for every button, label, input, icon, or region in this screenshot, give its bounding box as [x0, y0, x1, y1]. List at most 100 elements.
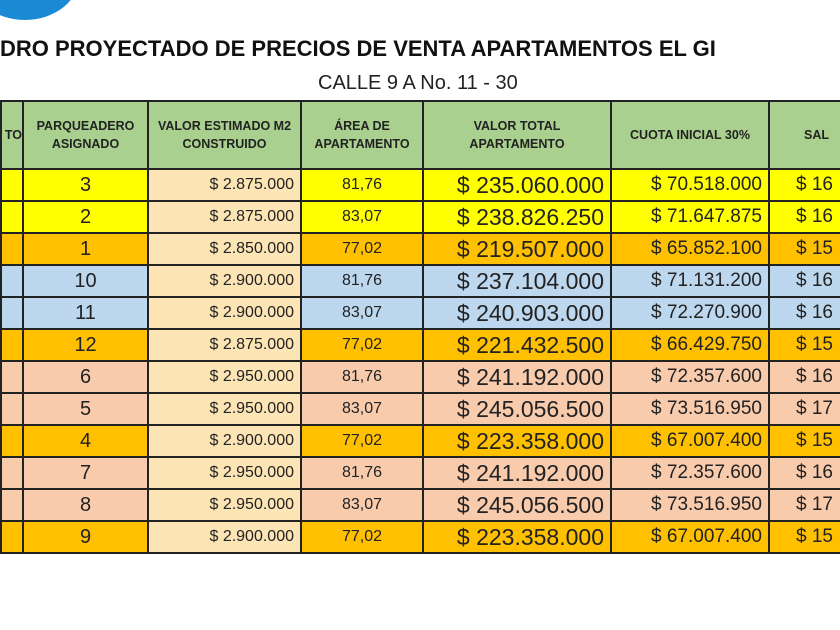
balance-cell: $ 17	[768, 392, 840, 426]
down-payment-cell: $ 73.516.950	[610, 392, 770, 426]
table-row: 1 $ 2.850.000 77,02 $ 219.507.000 $ 65.852.1…	[0, 232, 840, 266]
total-value-cell: $ 245.056.500	[422, 488, 612, 522]
price-table: TO PARQUEADERO ASIGNADO VALOR ESTIMADO M…	[0, 100, 840, 554]
parking-cell: 3	[22, 168, 149, 202]
m2-value-cell: $ 2.950.000	[147, 392, 302, 426]
area-cell: 77,02	[300, 232, 424, 266]
m2-value-cell: $ 2.875.000	[147, 168, 302, 202]
parking-cell: 8	[22, 488, 149, 522]
area-cell: 77,02	[300, 328, 424, 362]
down-payment-cell: $ 71.131.200	[610, 264, 770, 298]
total-value-cell: $ 235.060.000	[422, 168, 612, 202]
m2-value-cell: $ 2.900.000	[147, 424, 302, 458]
area-cell: 83,07	[300, 488, 424, 522]
apartment-cell	[0, 360, 24, 394]
m2-value-cell: $ 2.950.000	[147, 360, 302, 394]
table-row: 4 $ 2.900.000 77,02 $ 223.358.000 $ 67.007.4…	[0, 424, 840, 458]
balance-cell: $ 16	[768, 360, 840, 394]
area-cell: 77,02	[300, 424, 424, 458]
m2-value-cell: $ 2.900.000	[147, 520, 302, 554]
address-subtitle: CALLE 9 A No. 11 - 30	[318, 72, 518, 94]
parking-cell: 9	[22, 520, 149, 554]
header-down-payment: CUOTA INICIAL 30%	[610, 100, 770, 170]
down-payment-cell: $ 65.852.100	[610, 232, 770, 266]
total-value-cell: $ 238.826.250	[422, 200, 612, 234]
total-value-cell: $ 219.507.000	[422, 232, 612, 266]
balance-cell: $ 16	[768, 456, 840, 490]
total-value-cell: $ 223.358.000	[422, 520, 612, 554]
down-payment-cell: $ 72.270.900	[610, 296, 770, 330]
parking-cell: 6	[22, 360, 149, 394]
down-payment-cell: $ 67.007.400	[610, 520, 770, 554]
table-row: 7 $ 2.950.000 81,76 $ 241.192.000 $ 72.357.6…	[0, 456, 840, 490]
area-cell: 83,07	[300, 200, 424, 234]
balance-cell: $ 16	[768, 264, 840, 298]
m2-value-cell: $ 2.875.000	[147, 328, 302, 362]
down-payment-cell: $ 67.007.400	[610, 424, 770, 458]
m2-value-cell: $ 2.850.000	[147, 232, 302, 266]
apartment-cell	[0, 424, 24, 458]
header-parking: PARQUEADERO ASIGNADO	[22, 100, 149, 170]
parking-cell: 10	[22, 264, 149, 298]
down-payment-cell: $ 72.357.600	[610, 360, 770, 394]
m2-value-cell: $ 2.950.000	[147, 488, 302, 522]
table-row: 11 $ 2.900.000 83,07 $ 240.903.000 $ 72.270.…	[0, 296, 840, 330]
m2-value-cell: $ 2.875.000	[147, 200, 302, 234]
balance-cell: $ 16	[768, 200, 840, 234]
total-value-cell: $ 223.358.000	[422, 424, 612, 458]
balance-cell: $ 15	[768, 520, 840, 554]
apartment-cell	[0, 392, 24, 426]
total-value-cell: $ 240.903.000	[422, 296, 612, 330]
area-cell: 81,76	[300, 168, 424, 202]
area-cell: 81,76	[300, 264, 424, 298]
total-value-cell: $ 221.432.500	[422, 328, 612, 362]
page-title: DRO PROYECTADO DE PRECIOS DE VENTA APART…	[0, 36, 716, 61]
apartment-cell	[0, 232, 24, 266]
total-value-cell: $ 245.056.500	[422, 392, 612, 426]
apartment-cell	[0, 456, 24, 490]
parking-cell: 7	[22, 456, 149, 490]
table-row: 10 $ 2.900.000 81,76 $ 237.104.000 $ 71.131.…	[0, 264, 840, 298]
table-row: 5 $ 2.950.000 83,07 $ 245.056.500 $ 73.516.9…	[0, 392, 840, 426]
balance-cell: $ 16	[768, 168, 840, 202]
apartment-cell	[0, 264, 24, 298]
area-cell: 83,07	[300, 296, 424, 330]
total-value-cell: $ 237.104.000	[422, 264, 612, 298]
header-apartment: TO	[0, 100, 24, 170]
apartment-cell	[0, 328, 24, 362]
area-cell: 77,02	[300, 520, 424, 554]
table-row: 9 $ 2.900.000 77,02 $ 223.358.000 $ 67.007.4…	[0, 520, 840, 554]
header-m2-value: VALOR ESTIMADO M2 CONSTRUIDO	[147, 100, 302, 170]
apartment-cell	[0, 488, 24, 522]
area-cell: 83,07	[300, 392, 424, 426]
m2-value-cell: $ 2.900.000	[147, 264, 302, 298]
total-value-cell: $ 241.192.000	[422, 360, 612, 394]
table-row: 12 $ 2.875.000 77,02 $ 221.432.500 $ 66.429.…	[0, 328, 840, 362]
parking-cell: 11	[22, 296, 149, 330]
apartment-cell	[0, 296, 24, 330]
m2-value-cell: $ 2.950.000	[147, 456, 302, 490]
m2-value-cell: $ 2.900.000	[147, 296, 302, 330]
table-row: 2 $ 2.875.000 83,07 $ 238.826.250 $ 71.647.8…	[0, 200, 840, 234]
down-payment-cell: $ 72.357.600	[610, 456, 770, 490]
area-cell: 81,76	[300, 360, 424, 394]
down-payment-cell: $ 66.429.750	[610, 328, 770, 362]
parking-cell: 5	[22, 392, 149, 426]
area-cell: 81,76	[300, 456, 424, 490]
balance-cell: $ 15	[768, 424, 840, 458]
parking-cell: 4	[22, 424, 149, 458]
balance-cell: $ 16	[768, 296, 840, 330]
down-payment-cell: $ 70.518.000	[610, 168, 770, 202]
header-balance: SAL	[768, 100, 840, 170]
table-row: 8 $ 2.950.000 83,07 $ 245.056.500 $ 73.516.9…	[0, 488, 840, 522]
parking-cell: 12	[22, 328, 149, 362]
apartment-cell	[0, 168, 24, 202]
table-row: 6 $ 2.950.000 81,76 $ 241.192.000 $ 72.357.6…	[0, 360, 840, 394]
apartment-cell	[0, 200, 24, 234]
down-payment-cell: $ 73.516.950	[610, 488, 770, 522]
apartment-cell	[0, 520, 24, 554]
table-row: 3 $ 2.875.000 81,76 $ 235.060.000 $ 70.518.0…	[0, 168, 840, 202]
logo	[0, 0, 80, 20]
total-value-cell: $ 241.192.000	[422, 456, 612, 490]
header-total: VALOR TOTAL APARTAMENTO	[422, 100, 612, 170]
